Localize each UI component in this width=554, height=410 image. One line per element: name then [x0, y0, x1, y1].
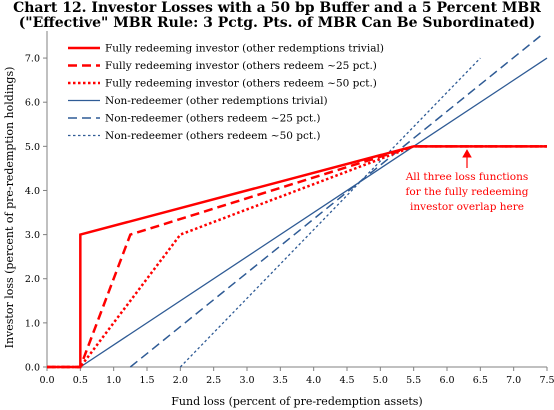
x-tick-label: 1.0	[106, 375, 121, 386]
x-tick-label: 0.0	[39, 375, 54, 386]
annotation-text-line-1: All three loss functions	[405, 171, 529, 183]
y-axis-label: Investor loss (percent of pre-redemption…	[3, 67, 16, 349]
x-tick-label: 2.5	[206, 375, 221, 386]
annotation-text-line-2: for the fully redeeming	[406, 186, 529, 198]
legend-label-3: Fully redeeming investor (others redeem …	[105, 78, 377, 90]
y-tick-label: 1.0	[25, 318, 40, 329]
x-tick-label: 0.5	[73, 375, 88, 386]
y-tick-label: 3.0	[25, 230, 40, 241]
x-tick-label: 6.5	[473, 375, 488, 386]
x-tick-label: 4.0	[306, 375, 321, 386]
series-line-6	[179, 57, 481, 368]
legend-label-2: Fully redeeming investor (others redeem …	[105, 60, 377, 72]
x-tick-label: 1.5	[139, 375, 154, 386]
chart-subtitle: ("Effective" MBR Rule: 3 Pctg. Pts. of M…	[18, 15, 536, 31]
x-tick-label: 2.0	[173, 375, 188, 386]
series-line-5	[129, 35, 541, 368]
x-tick-label: 6.0	[439, 375, 454, 386]
series-line-4	[79, 57, 548, 368]
y-tick-label: 2.0	[25, 274, 40, 285]
x-tick-label: 5.0	[373, 375, 388, 386]
x-tick-label: 4.5	[339, 375, 354, 386]
y-tick-label: 0.0	[25, 363, 40, 374]
legend-label-5: Non-redeemer (others redeem ~25 pct.)	[105, 113, 321, 125]
x-axis-label: Fund loss (percent of pre-redemption ass…	[171, 395, 422, 408]
x-tick-label: 7.0	[506, 375, 521, 386]
y-tick-label: 6.0	[25, 98, 40, 109]
annotation-text-line-3: investor overlap here	[410, 201, 524, 213]
y-tick-label: 7.0	[25, 54, 40, 65]
legend-label-6: Non-redeemer (others redeem ~50 pct.)	[105, 130, 321, 142]
legend-label-4: Non-redeemer (other redemptions trivial)	[105, 95, 328, 107]
legend-label-1: Fully redeeming investor (other redempti…	[105, 43, 384, 55]
x-tick-label: 3.5	[273, 375, 288, 386]
x-tick-label: 7.5	[539, 375, 554, 386]
series-line-3	[47, 145, 547, 369]
y-tick-label: 4.0	[25, 186, 40, 197]
x-tick-label: 3.0	[239, 375, 254, 386]
x-tick-label: 5.5	[406, 375, 421, 386]
y-tick-label: 5.0	[25, 142, 40, 153]
chart-title: Chart 12. Investor Losses with a 50 bp B…	[13, 0, 541, 16]
